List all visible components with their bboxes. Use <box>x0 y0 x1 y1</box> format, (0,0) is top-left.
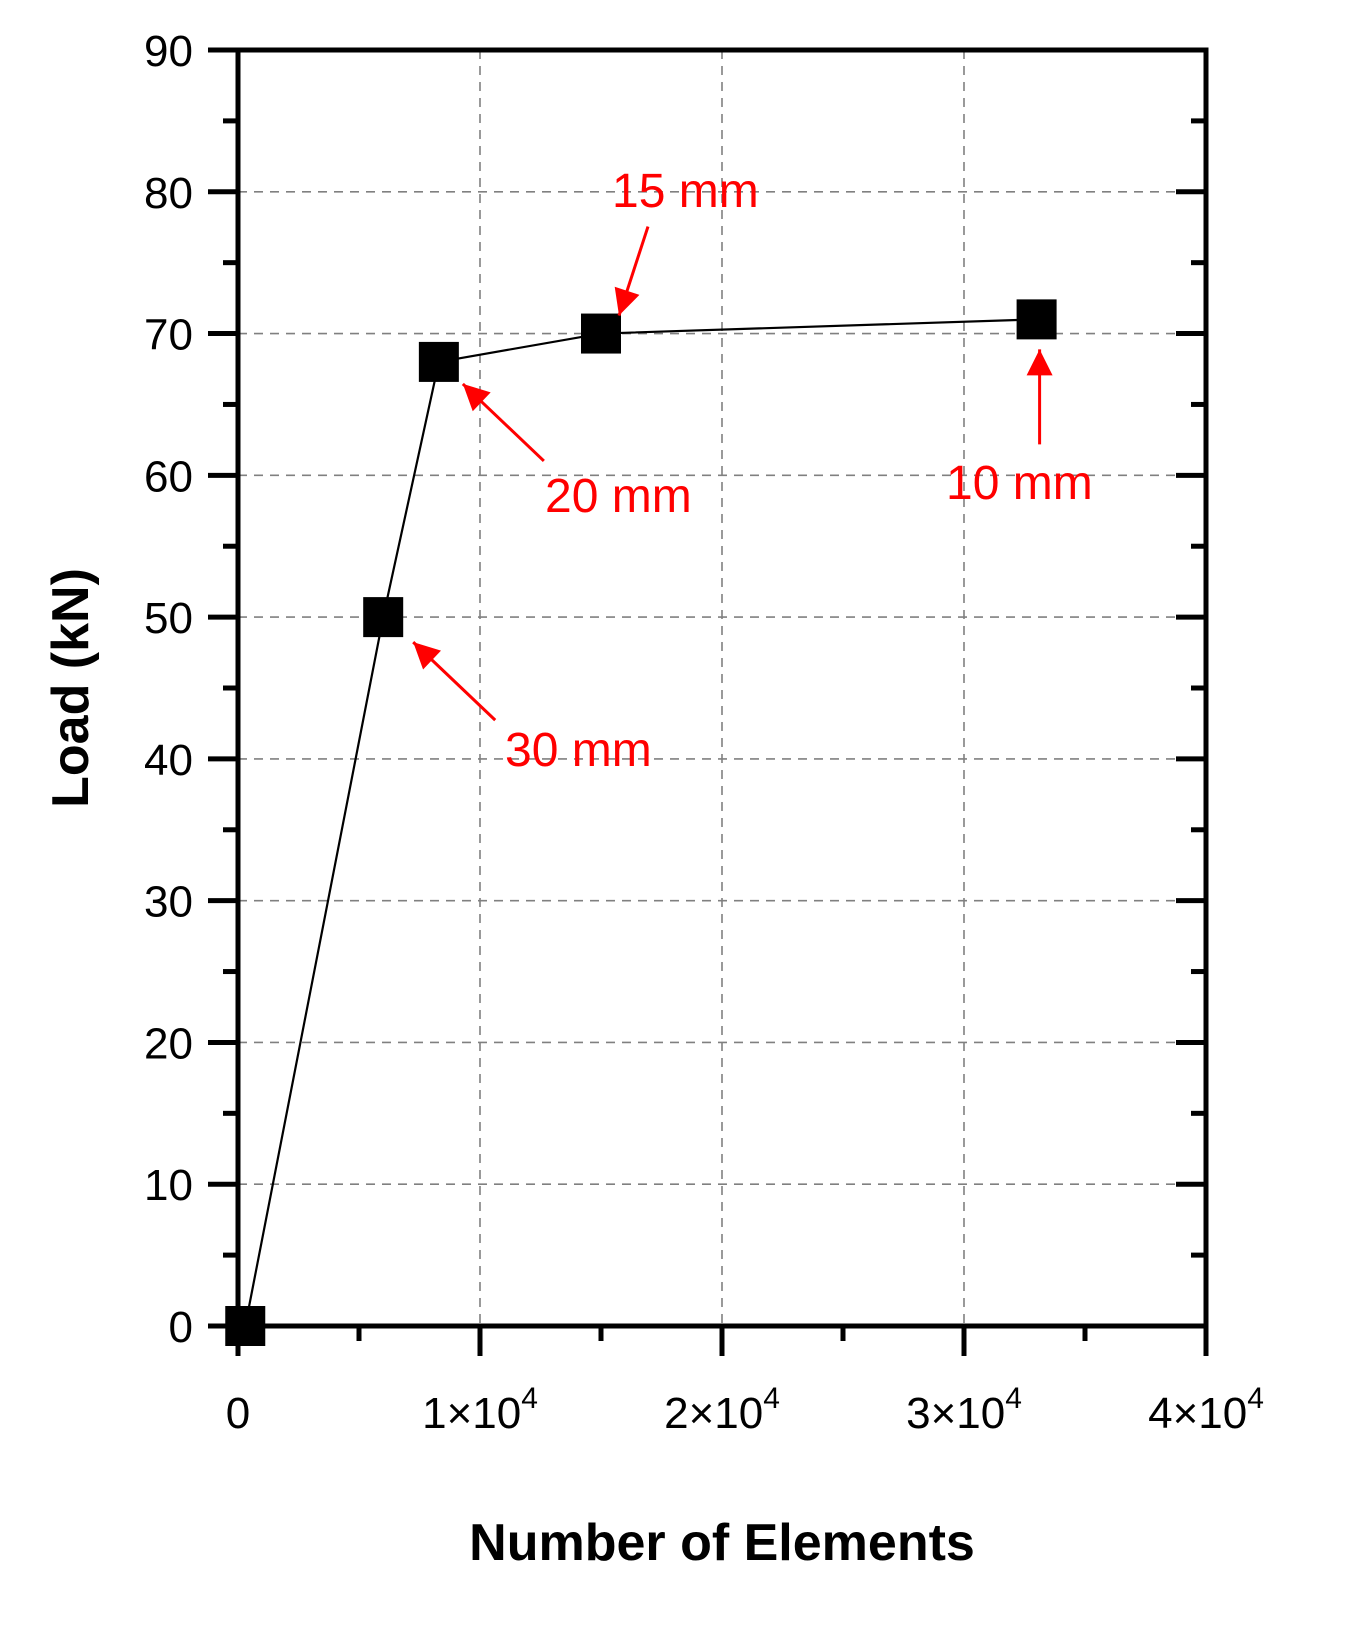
y-tick-label: 60 <box>144 452 193 501</box>
annotation-arrow-head <box>614 286 640 316</box>
y-tick-label: 70 <box>144 311 193 360</box>
annotation-arrow-head <box>462 383 491 412</box>
annotation-arrow-head <box>1026 349 1053 376</box>
y-tick-label: 10 <box>144 1161 193 1210</box>
annotation-label: 15 mm <box>612 165 759 218</box>
annotation-label: 10 mm <box>946 457 1093 510</box>
x-tick-label: 2×104 <box>664 1382 780 1438</box>
x-axis-title: Number of Elements <box>469 1514 975 1572</box>
plot-frame <box>235 47 1209 1329</box>
x-tick-label: 4×104 <box>1148 1382 1264 1438</box>
plot-border <box>235 47 1209 1329</box>
data-point-marker <box>363 597 404 638</box>
annotation-label: 20 mm <box>545 470 692 523</box>
tick-labels: 0 10 20 30 40 50 60 70 80 90 0 1×104 2×104 3×104 4×104 <box>144 27 1264 1438</box>
data-point-marker <box>581 313 621 354</box>
annotation-arrow-head <box>413 642 441 670</box>
x-tick-label: 1×104 <box>422 1382 538 1438</box>
y-tick-label: 80 <box>144 169 193 218</box>
y-tick-label: 50 <box>144 594 193 643</box>
data-series <box>225 299 1057 1346</box>
annotation-label: 30 mm <box>505 724 652 777</box>
grid-lines <box>238 50 1206 1326</box>
y-tick-label: 20 <box>144 1019 193 1068</box>
y-axis-title: Load (kN) <box>42 568 100 808</box>
x-tick-label: 0 <box>226 1389 250 1438</box>
y-tick-label: 90 <box>144 27 193 76</box>
y-tick-label: 0 <box>169 1303 193 1352</box>
y-tick-label: 30 <box>144 878 193 927</box>
data-point-marker <box>418 341 459 382</box>
data-point-marker <box>1016 299 1057 340</box>
x-tick-label: 3×104 <box>906 1382 1022 1438</box>
y-tick-label: 40 <box>144 736 193 785</box>
annotations: 30 mm 20 mm 15 mm 10 mm <box>412 165 1093 777</box>
